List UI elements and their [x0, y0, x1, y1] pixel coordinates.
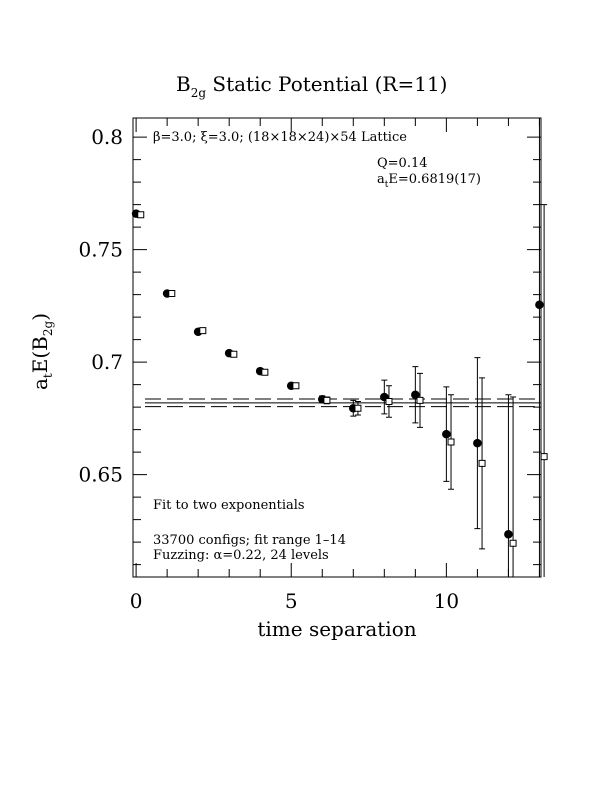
- data-point-square: [478, 459, 486, 467]
- data-point-square: [540, 453, 548, 461]
- data-point-square: [292, 382, 300, 390]
- fuzzing-annotation: Fuzzing: α=0.22, 24 levels: [153, 548, 329, 563]
- data-point-square: [137, 211, 145, 219]
- data-point-square: [509, 539, 517, 547]
- q-annotation: Q=0.14: [377, 156, 428, 171]
- data-point-circle: [442, 429, 451, 439]
- fit-band: [145, 398, 541, 408]
- data-point-circle: [504, 529, 513, 539]
- tick-labels: 0 5 10 0.65 0.7 0.75 0.8: [78, 125, 459, 613]
- data-point-square: [261, 368, 269, 376]
- x-axis-label: time separation: [257, 617, 416, 641]
- data-point-square: [385, 398, 393, 405]
- data-points: [131, 118, 548, 577]
- x-tick-label: 10: [434, 589, 459, 613]
- data-point-circle: [473, 438, 482, 448]
- configs-annotation: 33700 configs; fit range 1–14: [153, 533, 346, 548]
- axis-ticks: [133, 118, 541, 577]
- data-point-square: [416, 396, 424, 404]
- y-tick-label: 0.65: [78, 463, 123, 487]
- y-axis-label: atE(B2g): [28, 313, 55, 390]
- energy-annotation: atE=0.6819(17): [377, 172, 481, 190]
- data-point-square: [199, 327, 207, 335]
- y-tick-label: 0.75: [78, 238, 123, 262]
- data-point-square: [354, 404, 362, 412]
- data-point-square: [230, 350, 238, 358]
- data-point-square: [323, 396, 331, 404]
- x-tick-label: 5: [285, 589, 298, 613]
- y-tick-label: 0.8: [91, 125, 123, 149]
- fit-description: Fit to two exponentials: [153, 498, 305, 513]
- data-point-square: [447, 438, 455, 446]
- x-tick-label: 0: [130, 589, 143, 613]
- data-point-circle: [535, 300, 544, 310]
- lattice-annotation: β=3.0; ξ=3.0; (18×18×24)×54 Lattice: [153, 130, 407, 145]
- y-tick-label: 0.7: [91, 350, 123, 374]
- chart-title: B2g Static Potential (R=11): [176, 72, 447, 100]
- data-point-square: [168, 290, 176, 297]
- plot-frame: [132, 117, 542, 578]
